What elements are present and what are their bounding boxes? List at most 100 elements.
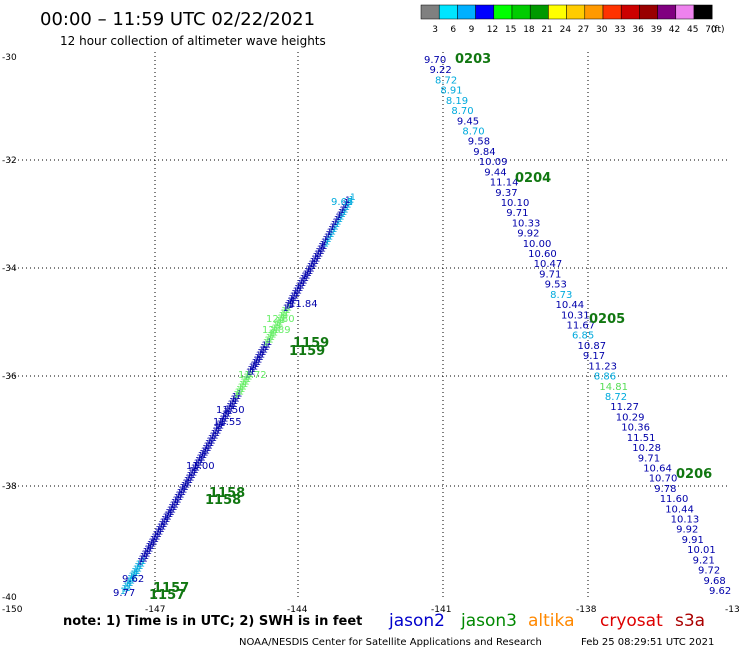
- track-value: 11.00: [186, 461, 215, 472]
- track-glyph: 1: [242, 376, 248, 386]
- track-glyph: 1: [151, 540, 157, 550]
- track-glyph: 1: [324, 233, 330, 243]
- track-time-label: 1157: [153, 581, 189, 596]
- track-glyph: 1: [238, 387, 244, 397]
- track-glyph: 1: [177, 493, 183, 503]
- track-glyph: 1: [291, 296, 297, 306]
- track-glyph: 1: [336, 218, 342, 228]
- track-glyph: 1: [256, 351, 262, 361]
- track-glyph: 1: [315, 248, 321, 258]
- track-glyph: 1: [328, 226, 334, 236]
- track-glyph: 1: [243, 380, 249, 390]
- track-glyph: 1: [308, 267, 314, 277]
- track-value: 9.58: [468, 137, 490, 148]
- track-glyph: 1: [214, 429, 220, 439]
- track-glyph: 1: [350, 193, 356, 203]
- legend-swatch: [511, 4, 531, 20]
- track-glyph: 1: [271, 324, 277, 334]
- track-glyph: 1: [189, 473, 195, 483]
- track-glyph: 1: [273, 321, 279, 331]
- track-glyph: 1: [230, 402, 236, 412]
- track-glyph: 1: [231, 400, 237, 410]
- track-glyph: 1: [184, 476, 190, 486]
- track-glyph: 1: [259, 346, 265, 356]
- track-glyph: 1: [206, 444, 212, 454]
- track-glyph: 1: [255, 358, 261, 368]
- track-glyph: 1: [241, 382, 247, 392]
- track-glyph: 1: [196, 461, 202, 471]
- track-glyph: 1: [343, 205, 349, 215]
- track-value: 10.36: [621, 423, 650, 434]
- track-glyph: 1: [316, 252, 322, 262]
- track-glyph: 1: [140, 553, 146, 563]
- track-glyph: 1: [287, 297, 293, 307]
- legend-label: 6: [450, 25, 456, 35]
- track-glyph: 1: [177, 489, 183, 499]
- track-glyph: 1: [197, 459, 203, 469]
- satellite-legend: jason2 jason3 altika cryosat s3a: [388, 611, 705, 631]
- left-satellite-track: 1 11 11 11 11 11 11 11 11 11 11 11 11 11 11 11 11 11 11 11 1…: [120, 193, 356, 597]
- lon-label: -147: [145, 605, 165, 615]
- track-glyph: 1: [346, 200, 352, 210]
- satellite-jason3: jason3: [460, 611, 517, 631]
- track-glyph: 1: [194, 459, 200, 469]
- track-value: 6.85: [572, 331, 594, 342]
- track-glyph: 1: [172, 496, 178, 506]
- legend-swatch: [639, 4, 658, 20]
- track-glyph: 1: [151, 533, 157, 543]
- track-glyph: 1: [221, 412, 227, 422]
- track-glyph: 1: [220, 419, 226, 429]
- track-glyph: 1: [229, 398, 235, 408]
- track-glyph: 1: [331, 221, 337, 231]
- track-glyph: 1: [170, 505, 176, 515]
- track-glyph: 1: [182, 486, 188, 496]
- track-glyph: 1: [325, 230, 331, 240]
- track-glyph: 1: [263, 339, 269, 349]
- track-glyph: 1: [129, 577, 135, 587]
- track-glyph: 1: [265, 341, 271, 351]
- track-glyph: 1: [160, 518, 166, 528]
- track-value: 9.91: [682, 535, 704, 546]
- track-glyph: 1: [224, 412, 230, 422]
- track-glyph: 1: [261, 348, 267, 358]
- track-glyph: 1: [152, 537, 158, 547]
- track-glyph: 1: [134, 569, 140, 579]
- track-glyph: 1: [236, 385, 242, 395]
- track-glyph: 1: [319, 247, 325, 257]
- track-value: 11.60: [660, 494, 689, 505]
- satellite-jason2: jason2: [388, 611, 445, 631]
- track-glyph: 1: [301, 272, 307, 282]
- track-glyph: 1: [269, 329, 275, 339]
- track-value: 9.45: [457, 116, 479, 127]
- track-glyph: 1: [262, 341, 268, 351]
- right-track-time-labels: 0203 0204 0205 0206: [455, 52, 712, 482]
- legend-swatch: [529, 4, 549, 20]
- track-glyph: 1: [262, 346, 268, 356]
- track-glyph: 1: [207, 441, 213, 451]
- track-glyph: 1: [347, 198, 353, 208]
- track-value: 8.70: [462, 127, 484, 138]
- track-value: 12.80: [266, 314, 295, 325]
- track-glyph: 1: [143, 552, 149, 562]
- track-time-label: 1157: [149, 588, 185, 603]
- track-glyph: 1: [289, 299, 295, 309]
- legend-label: 21: [541, 25, 552, 35]
- track-glyph: 1: [153, 530, 159, 540]
- track-glyph: 1: [307, 262, 313, 272]
- track-glyph: 1: [279, 312, 285, 322]
- legend-label: 70: [705, 25, 717, 35]
- track-glyph: 1: [198, 452, 204, 462]
- track-glyph: 1: [180, 488, 186, 498]
- track-glyph: 1: [199, 456, 205, 466]
- map-subtitle: 12 hour collection of altimeter wave hei…: [60, 34, 326, 48]
- track-value: 14.81: [599, 382, 628, 393]
- track-glyph: 1: [157, 523, 163, 533]
- track-glyph: 1: [132, 572, 138, 582]
- track-value: 9.78: [654, 484, 676, 495]
- track-glyph: 1: [323, 240, 329, 250]
- track-glyph: 1: [239, 380, 245, 390]
- legend-swatch: [457, 4, 476, 20]
- track-glyph: 1: [245, 375, 251, 385]
- track-glyph: 1: [189, 467, 195, 477]
- track-glyph: 1: [248, 370, 254, 380]
